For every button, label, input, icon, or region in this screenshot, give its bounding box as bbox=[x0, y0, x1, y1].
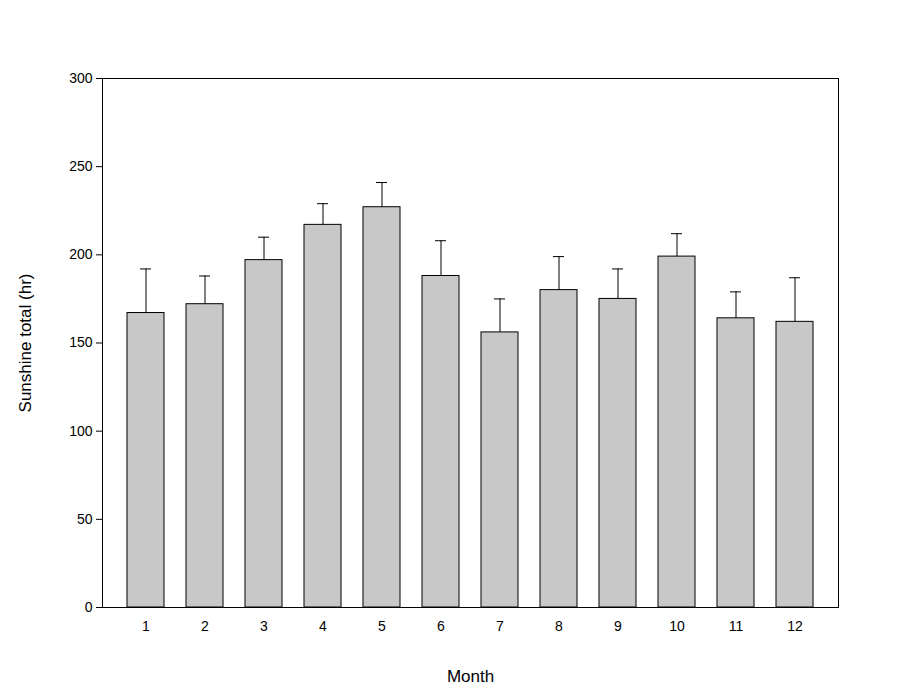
svg-text:1: 1 bbox=[142, 618, 150, 634]
svg-text:2: 2 bbox=[201, 618, 209, 634]
svg-text:100: 100 bbox=[69, 423, 93, 439]
svg-text:Sunshine total (hr): Sunshine total (hr) bbox=[16, 274, 35, 413]
svg-text:200: 200 bbox=[69, 246, 93, 262]
svg-text:9: 9 bbox=[614, 618, 622, 634]
svg-text:150: 150 bbox=[69, 334, 93, 350]
svg-text:6: 6 bbox=[437, 618, 445, 634]
svg-text:0: 0 bbox=[85, 599, 93, 615]
svg-text:7: 7 bbox=[496, 618, 504, 634]
svg-text:8: 8 bbox=[555, 618, 563, 634]
svg-text:3: 3 bbox=[260, 618, 268, 634]
svg-text:300: 300 bbox=[69, 70, 93, 86]
svg-text:10: 10 bbox=[669, 618, 685, 634]
svg-text:4: 4 bbox=[319, 618, 327, 634]
svg-text:50: 50 bbox=[77, 511, 93, 527]
svg-text:5: 5 bbox=[378, 618, 386, 634]
svg-text:11: 11 bbox=[729, 618, 744, 634]
svg-text:Month: Month bbox=[447, 667, 494, 686]
svg-text:250: 250 bbox=[69, 158, 93, 174]
svg-text:12: 12 bbox=[787, 618, 803, 634]
